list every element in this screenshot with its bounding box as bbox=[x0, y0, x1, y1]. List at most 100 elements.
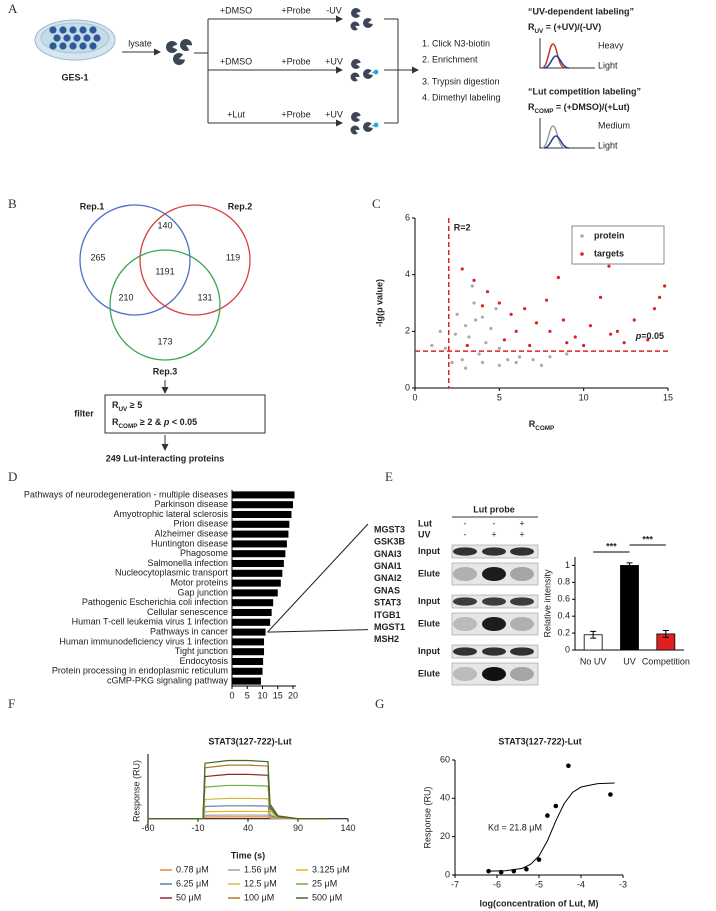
tag-link bbox=[371, 71, 377, 74]
category-label: cGMP-PKG signaling pathway bbox=[107, 675, 229, 685]
filter-criterion: RCOMP ≥ 2 & p < 0.05 bbox=[112, 417, 197, 430]
gene-label: GNAI1 bbox=[374, 561, 402, 571]
treatment-sign: + bbox=[519, 518, 524, 528]
category-label: Cellular senescence bbox=[147, 607, 228, 617]
protein-notch bbox=[355, 76, 362, 82]
panel-label: B bbox=[8, 196, 17, 211]
x-tick-label: 5 bbox=[245, 690, 250, 700]
gene-label: MGST3 bbox=[374, 524, 405, 534]
condition-label: +Lut bbox=[227, 109, 245, 119]
category-label: Amyotrophic lateral sclerosis bbox=[113, 509, 228, 519]
error-bar bbox=[626, 562, 633, 569]
mini-axes bbox=[539, 38, 595, 69]
cell bbox=[69, 42, 77, 50]
bar bbox=[232, 550, 286, 558]
lane-label: Elute bbox=[418, 618, 440, 628]
data-point bbox=[497, 301, 501, 305]
data-point bbox=[553, 803, 559, 809]
probe-label: Lut probe bbox=[473, 504, 515, 514]
peak bbox=[541, 125, 566, 149]
data-point bbox=[524, 866, 529, 872]
x-tick-label: 5 bbox=[497, 392, 502, 402]
data-point bbox=[460, 267, 464, 271]
data-point bbox=[453, 332, 458, 336]
y-tick-label: 60 bbox=[440, 754, 450, 764]
legend-label: 50 μM bbox=[176, 892, 201, 902]
data-point bbox=[566, 763, 571, 769]
blot-band bbox=[453, 616, 477, 632]
peak bbox=[543, 135, 570, 149]
cell bbox=[59, 26, 67, 34]
data-point bbox=[663, 284, 667, 288]
filter-criterion-part: p bbox=[163, 417, 170, 427]
x-tick-label: UV bbox=[623, 656, 636, 666]
category-label: Prion disease bbox=[173, 519, 228, 529]
ratio-formula-part: R bbox=[528, 102, 535, 112]
category-label: Human T-cell leukemia virus 1 infection bbox=[72, 617, 228, 627]
blot-band bbox=[453, 597, 477, 606]
y-tick-label: 0.4 bbox=[557, 611, 570, 621]
annotation-part: =0.05 bbox=[641, 332, 664, 342]
x-tick-label: 10 bbox=[257, 690, 267, 700]
treatment-label: Lut bbox=[418, 518, 432, 528]
blot-band bbox=[482, 566, 506, 582]
category-label: Phagosome bbox=[180, 548, 228, 558]
x-tick-label: No UV bbox=[580, 656, 607, 666]
filter-criterion: RUV ≥ 5 bbox=[112, 400, 142, 413]
data-point bbox=[497, 363, 501, 367]
category-label: Salmonella infection bbox=[147, 558, 228, 568]
bar bbox=[232, 579, 281, 587]
data-point bbox=[486, 868, 491, 874]
protein-notch bbox=[368, 69, 375, 76]
protein-notch bbox=[172, 43, 180, 51]
data-point bbox=[523, 307, 527, 311]
data-point bbox=[464, 324, 468, 328]
gene-label: GNAI3 bbox=[374, 549, 402, 559]
step-label: 3. Trypsin digestion bbox=[422, 76, 500, 86]
blot-band bbox=[482, 647, 506, 656]
venn-label: Rep.3 bbox=[153, 366, 178, 376]
condition-label: +DMSO bbox=[220, 56, 252, 66]
protein-notch bbox=[356, 62, 363, 68]
blot-band bbox=[510, 647, 534, 656]
x-tick-label: -3 bbox=[619, 879, 627, 889]
data-point bbox=[509, 312, 513, 316]
filter-criterion-part: R bbox=[112, 400, 119, 410]
category-label: Human immunodeficiency virus 1 infection bbox=[59, 636, 228, 646]
blot-band bbox=[453, 547, 477, 556]
data-point bbox=[465, 343, 469, 348]
lane-label: Input bbox=[418, 546, 440, 556]
category-label: Pathways in cancer bbox=[150, 626, 228, 636]
bar bbox=[232, 618, 271, 626]
data-point bbox=[588, 324, 593, 328]
y-axis-label: Response (RU) bbox=[422, 786, 432, 848]
cell-line-label: GES-1 bbox=[61, 72, 88, 82]
cell bbox=[79, 26, 87, 34]
data-point bbox=[480, 304, 485, 308]
peak-label: Medium bbox=[598, 120, 630, 130]
ratio-formula: RUV = (+UV)/(-UV) bbox=[528, 22, 601, 35]
data-point bbox=[455, 312, 459, 316]
y-tick-label: 0 bbox=[565, 644, 570, 654]
filter-criterion-part: R bbox=[112, 417, 119, 427]
x-tick-label: -7 bbox=[451, 879, 459, 889]
venn-label: Rep.1 bbox=[80, 201, 105, 211]
data-point bbox=[506, 358, 510, 362]
chart-title: STAT3(127-722)-Lut bbox=[208, 736, 291, 746]
step-label: 4. Dimethyl labeling bbox=[422, 92, 501, 102]
data-point bbox=[528, 343, 532, 348]
legend-label: 1.56 μM bbox=[244, 864, 277, 874]
data-point bbox=[443, 346, 447, 350]
filter-box bbox=[104, 394, 266, 434]
gene-label: GNAI2 bbox=[374, 573, 402, 583]
bar bbox=[232, 628, 266, 636]
data-point bbox=[608, 792, 613, 797]
y-tick-label: 0.8 bbox=[557, 577, 570, 587]
data-point bbox=[470, 284, 474, 288]
data-point bbox=[514, 360, 518, 365]
y-tick-label: 4 bbox=[405, 269, 410, 279]
link-line bbox=[267, 629, 369, 633]
venn-label: Rep.2 bbox=[228, 201, 253, 211]
lane-label: Input bbox=[418, 646, 440, 656]
data-point bbox=[460, 358, 464, 362]
